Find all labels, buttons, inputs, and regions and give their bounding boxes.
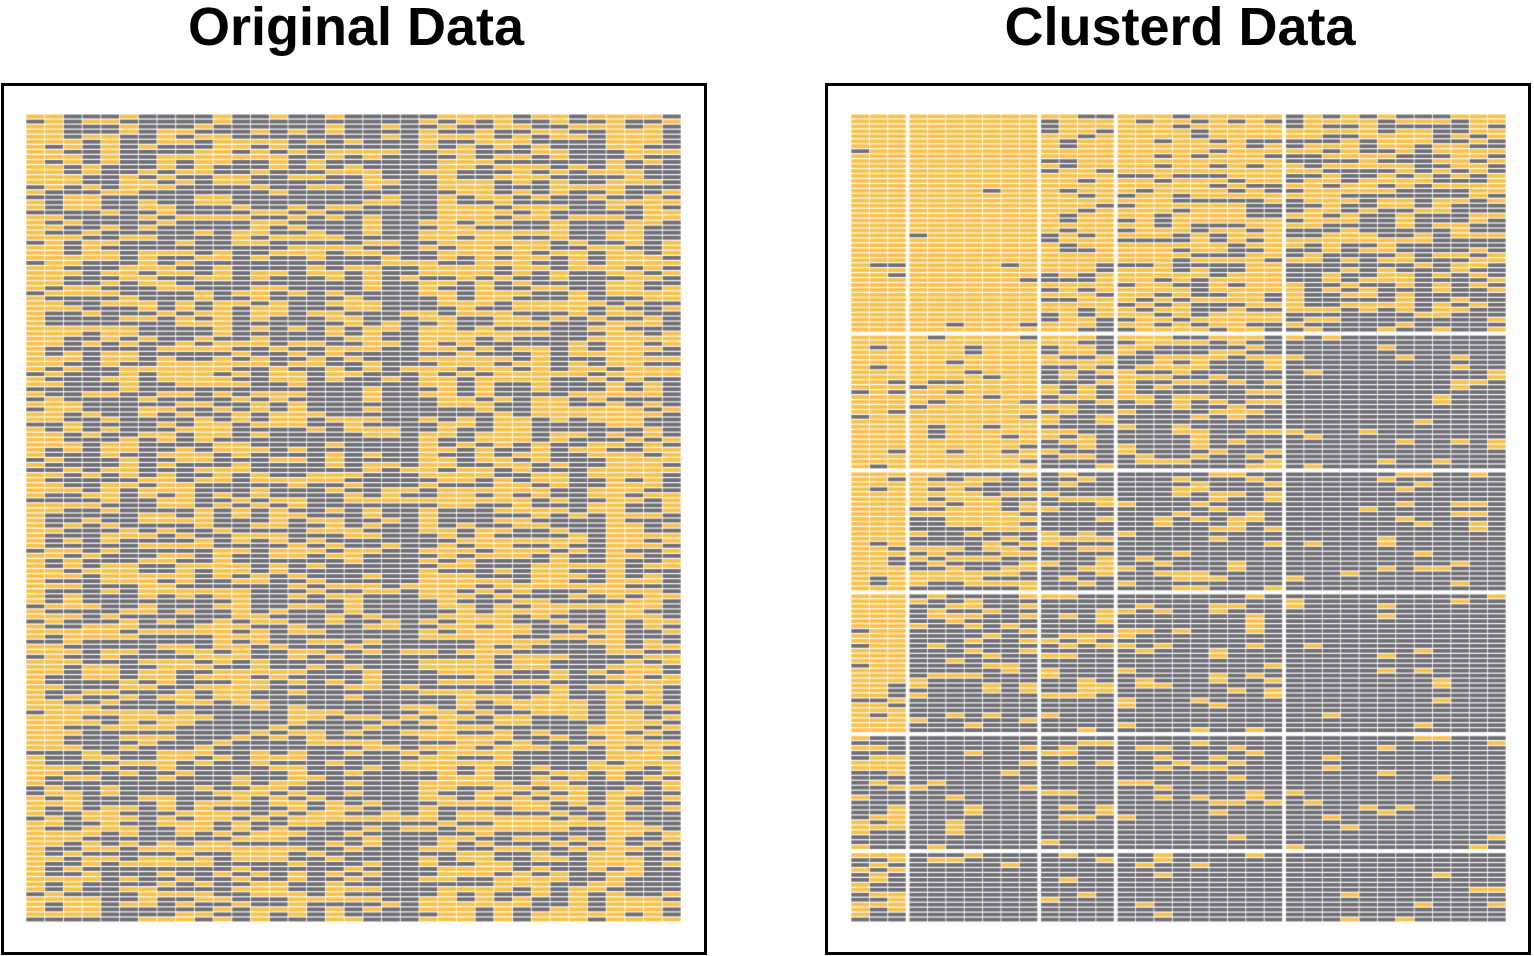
original-heatmap <box>26 114 681 922</box>
clustered-heatmap <box>851 114 1506 922</box>
original-data-title: Original Data <box>187 0 525 57</box>
clustered-data-title: Clusterd Data <box>1004 0 1356 57</box>
